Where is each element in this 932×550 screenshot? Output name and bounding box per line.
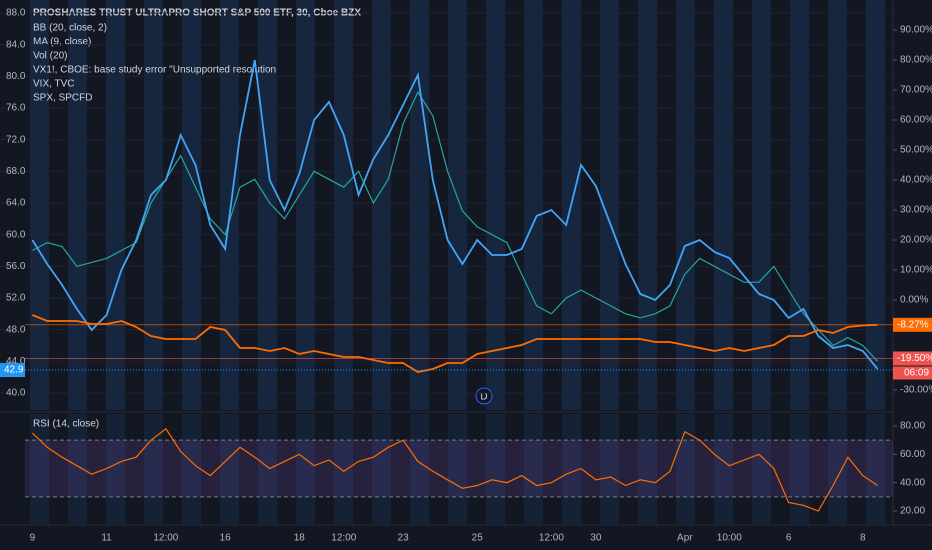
x-tick-label: 30	[590, 533, 602, 544]
session-band	[68, 0, 87, 410]
x-tick-label: Apr	[677, 533, 693, 544]
y2-tick-label: 70.00%	[900, 85, 932, 96]
rsi-tick-label: 40.00	[900, 477, 925, 488]
session-band	[30, 0, 49, 410]
session-band	[524, 0, 543, 410]
countdown-label: 06:09	[904, 368, 929, 379]
x-tick-label: 12:00	[539, 533, 564, 544]
indicator-label: SPX, SPCFD	[33, 93, 92, 104]
session-band	[790, 0, 809, 410]
session-band	[676, 0, 695, 410]
session-band	[144, 0, 163, 410]
indicator-label: MA (9, close)	[33, 37, 91, 48]
rsi-tick-label: 80.00	[900, 421, 925, 432]
session-band	[258, 0, 277, 410]
y2-tick-label: 50.00%	[900, 145, 932, 156]
indicator-label: VIX, TVC	[33, 79, 75, 90]
badge	[893, 351, 932, 366]
indicator-label: BB (20, close, 2)	[33, 23, 107, 34]
y2-tick-label: -30.00%	[900, 385, 932, 396]
indicator-label: VX1!, CBOE: base study error "Unsupporte…	[33, 65, 276, 76]
x-tick-label: 12:00	[331, 533, 356, 544]
session-band	[220, 0, 239, 410]
session-band	[486, 0, 505, 410]
y-tick-label: 52.0	[6, 293, 26, 304]
y-tick-label: 80.0	[6, 71, 26, 82]
x-tick-label: 18	[294, 533, 306, 544]
session-band	[866, 0, 885, 410]
rsi-line	[31, 427, 878, 512]
x-tick-label: 12:00	[153, 533, 178, 544]
y2-tick-label: 10.00%	[900, 265, 932, 276]
session-band	[182, 0, 201, 410]
badge	[893, 317, 932, 332]
y2-tick-label: 90.00%	[900, 25, 932, 36]
y-tick-label: 84.0	[6, 39, 26, 50]
x-tick-label: 23	[398, 533, 410, 544]
price-badge	[0, 363, 25, 378]
session-band	[334, 0, 353, 410]
countdown-badge	[893, 366, 932, 380]
y2-tick-label: 80.00%	[900, 55, 932, 66]
session-band	[828, 0, 847, 410]
session-band	[752, 0, 771, 410]
y-tick-label: 68.0	[6, 166, 26, 177]
y-tick-label: 60.0	[6, 229, 26, 240]
rsi-band-fill	[25, 440, 893, 497]
x-tick-label: 9	[30, 533, 36, 544]
session-band	[296, 0, 315, 410]
x-tick-label: 6	[786, 533, 792, 544]
session-band	[638, 0, 657, 410]
session-band	[410, 0, 429, 410]
session-band	[714, 0, 733, 410]
rsi-tick-label: 60.00	[900, 449, 925, 460]
y-tick-label: 40.0	[6, 388, 26, 399]
y-tick-label: 88.0	[6, 8, 26, 19]
y-tick-label: 64.0	[6, 198, 26, 209]
indicator-label: Vol (20)	[33, 51, 67, 62]
event-marker-label[interactable]: D	[480, 392, 487, 403]
x-tick-label: 10:00	[717, 533, 742, 544]
badge-label: -19.50%	[897, 353, 932, 364]
event-marker[interactable]	[475, 387, 493, 405]
y-tick-label: 72.0	[6, 134, 26, 145]
series-line	[32, 90, 879, 362]
rsi-tick-label: 20.00	[900, 506, 925, 517]
y-tick-label: 56.0	[6, 261, 26, 272]
session-band	[448, 0, 467, 410]
y-tick-label: 76.0	[6, 103, 26, 114]
y2-tick-label: 20.00%	[900, 235, 932, 246]
series-line	[32, 314, 878, 373]
x-tick-label: 25	[472, 533, 484, 544]
x-tick-label: 11	[101, 533, 112, 544]
rsi-title: RSI (14, close)	[33, 419, 99, 430]
x-tick-label: 8	[860, 533, 866, 544]
price-badge-label: 42.9	[4, 365, 24, 376]
y-tick-label: 48.0	[6, 324, 26, 335]
y2-tick-label: 30.00%	[900, 205, 932, 216]
y2-tick-label: 60.00%	[900, 115, 932, 126]
series-line	[31, 59, 879, 370]
session-band	[372, 0, 391, 410]
y2-tick-label: 0.00%	[900, 295, 928, 306]
y-tick-label: 44.0	[6, 356, 26, 367]
y2-tick-label: 40.00%	[900, 175, 932, 186]
x-tick-label: 16	[220, 533, 232, 544]
session-band	[106, 0, 125, 410]
badge-label: -8.27%	[897, 319, 929, 330]
